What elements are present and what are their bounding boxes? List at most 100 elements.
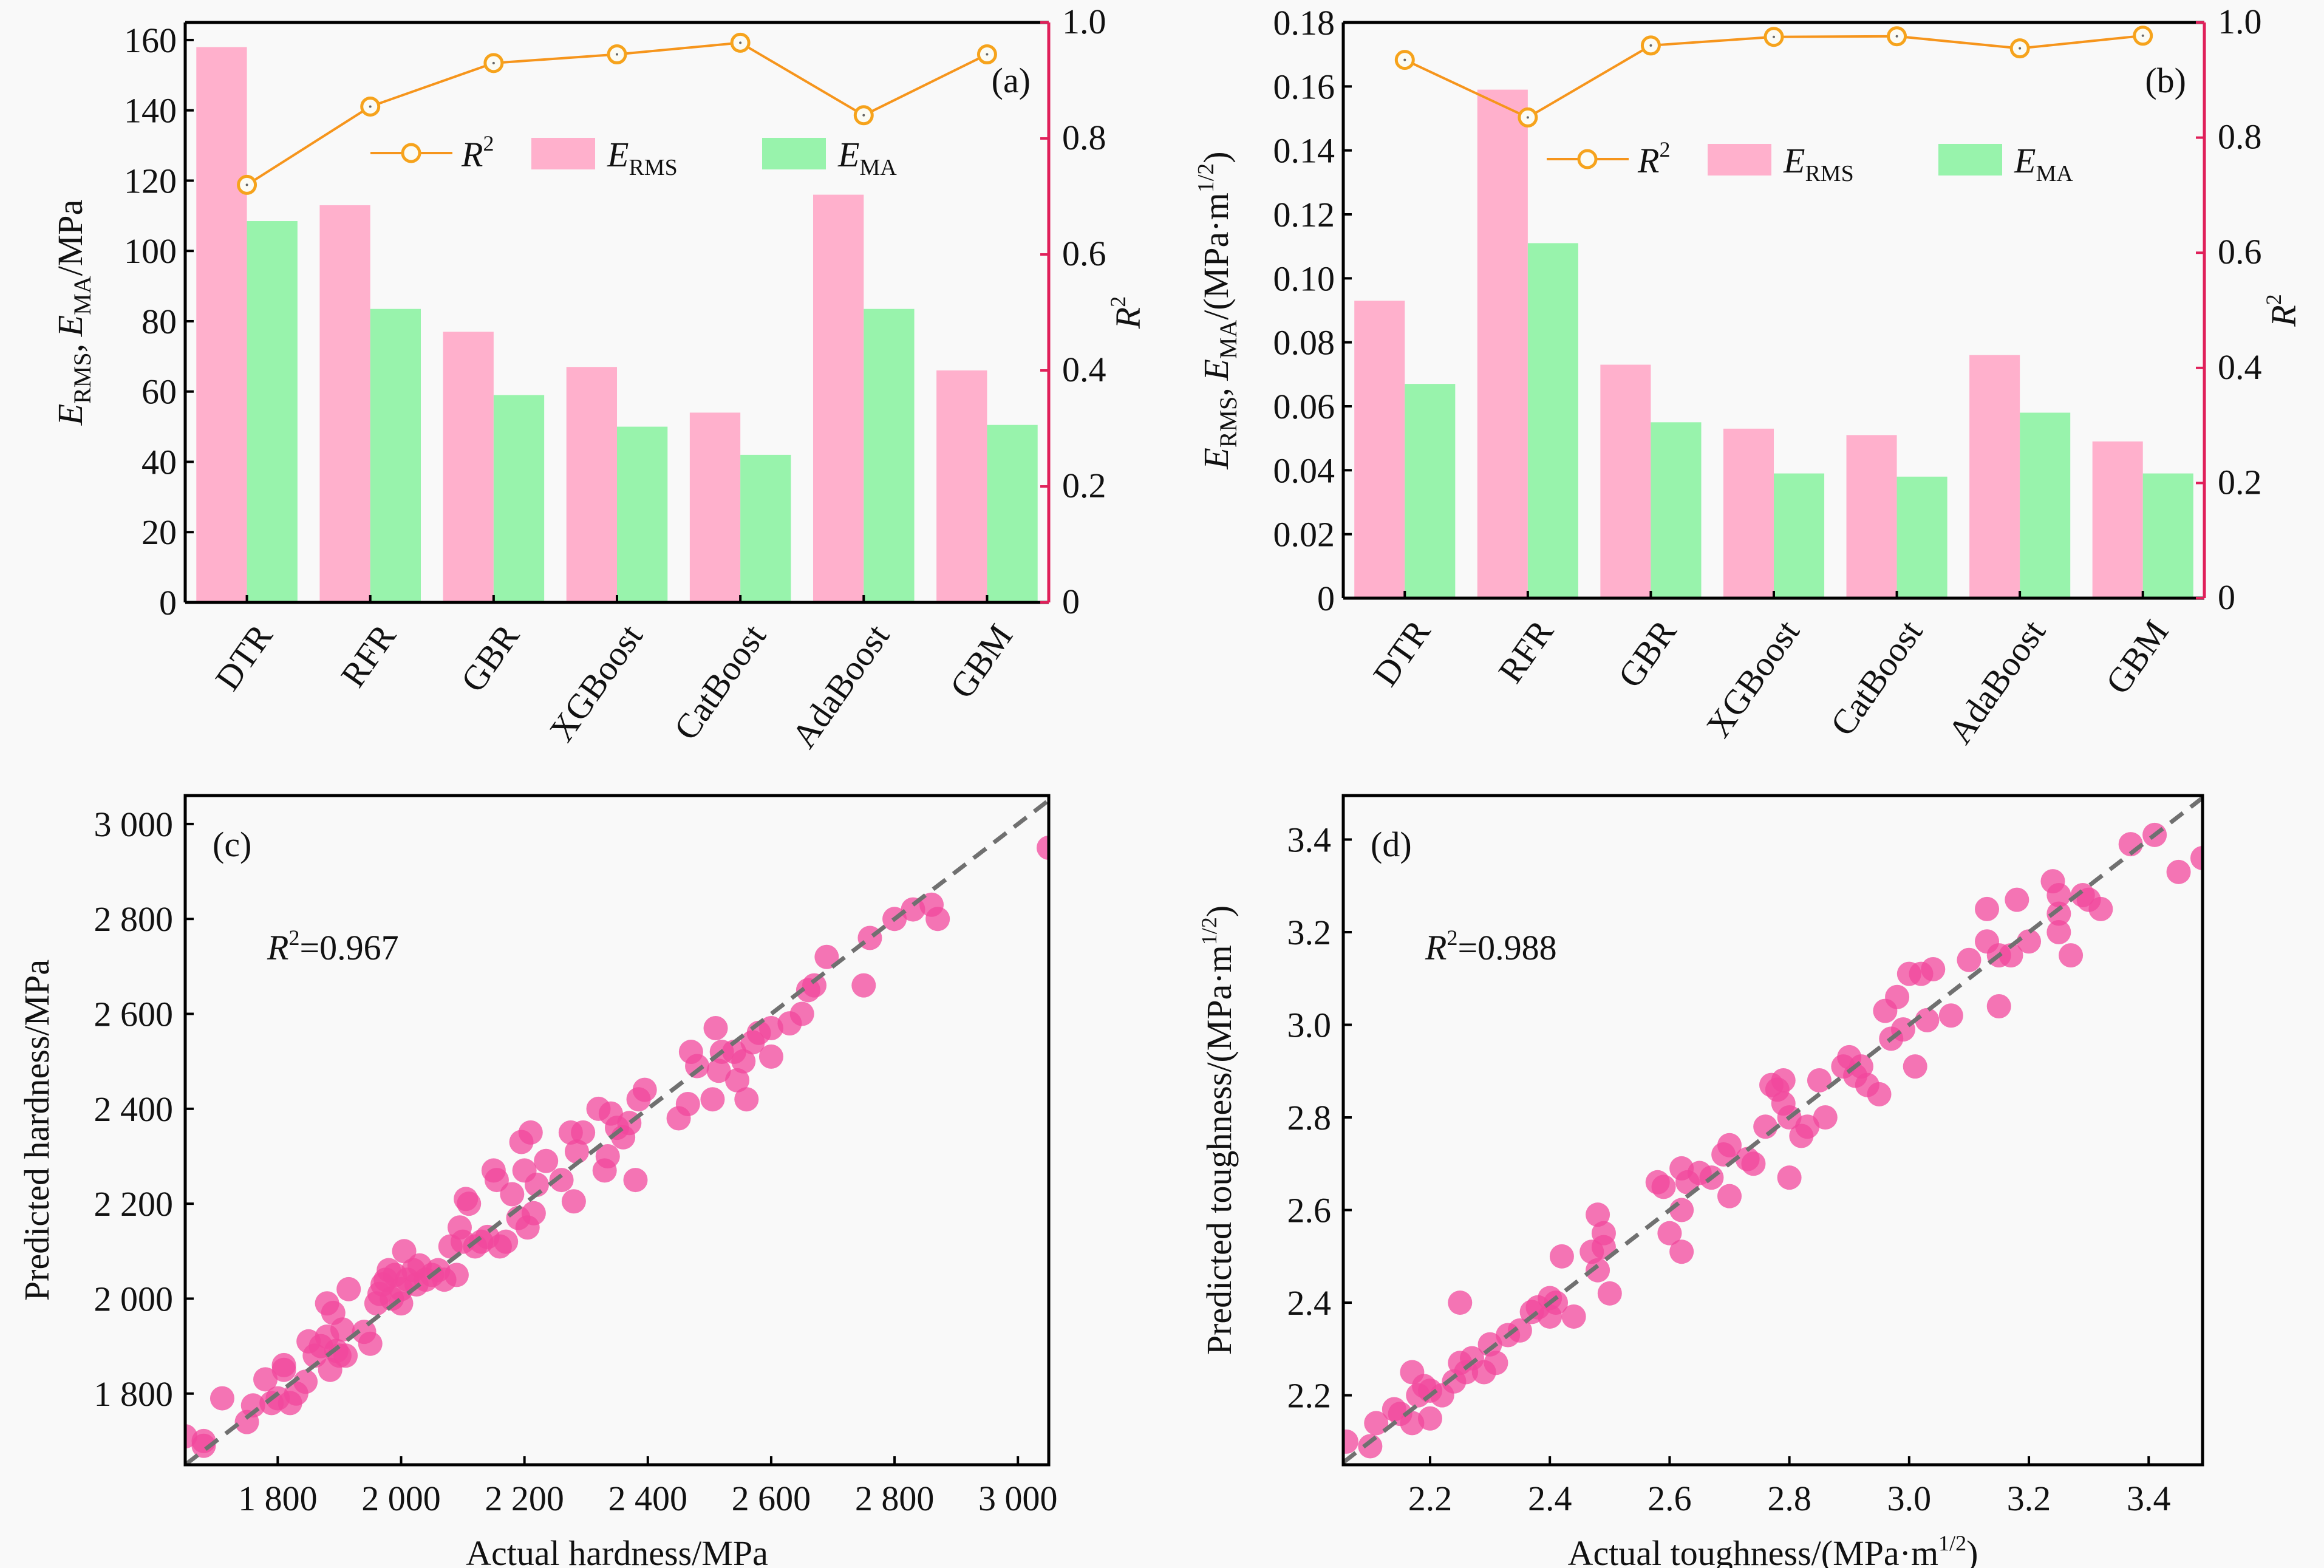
bar-erms-catboost bbox=[689, 412, 741, 602]
scatter-point bbox=[494, 1229, 519, 1254]
scatter-point bbox=[534, 1148, 559, 1173]
scatter-point bbox=[758, 1044, 783, 1069]
scatter-point bbox=[392, 1239, 417, 1264]
scatter-point bbox=[271, 1357, 296, 1382]
scatter-point bbox=[484, 1168, 509, 1193]
scatter-point bbox=[1417, 1406, 1442, 1431]
y-tick-label: 0.06 bbox=[1273, 387, 1335, 426]
x-tick-label: 2 200 bbox=[485, 1479, 564, 1518]
y-tick-label: 0.08 bbox=[1273, 323, 1335, 363]
plot-frame bbox=[183, 794, 1051, 1467]
x-tick-label: 2 800 bbox=[855, 1479, 935, 1518]
panel-label: (d) bbox=[1371, 825, 1412, 864]
scatter-point bbox=[1651, 1174, 1676, 1199]
r2-marker-dot bbox=[1403, 58, 1406, 61]
bar-erms-xgboost bbox=[566, 367, 617, 602]
bar-erms-gbm bbox=[2092, 441, 2143, 598]
scatter-point bbox=[731, 1049, 756, 1074]
y-axis-label: Predicted hardness/MPa bbox=[17, 960, 56, 1301]
x-tick-label: 2 000 bbox=[361, 1479, 441, 1518]
r2-marker-dot bbox=[1526, 116, 1529, 119]
scatter-point bbox=[336, 1277, 361, 1301]
legend-ema-label: EMA bbox=[2014, 141, 2073, 186]
y-tick-label: 1 800 bbox=[94, 1374, 174, 1414]
scatter-point bbox=[1717, 1133, 1742, 1157]
r2-marker-dot bbox=[616, 53, 618, 56]
scatter-point bbox=[1586, 1202, 1610, 1227]
r2-annotation: R2=0.967 bbox=[267, 925, 399, 967]
x-axis-label: Actual toughness/(MPa·m1/2) bbox=[1568, 1531, 1978, 1568]
scatter-point bbox=[457, 1191, 482, 1216]
scatter-point bbox=[293, 1369, 318, 1394]
y2-tick-label: 1.0 bbox=[2218, 2, 2262, 41]
scatter-point bbox=[685, 1054, 710, 1079]
scatter-point bbox=[1591, 1235, 1616, 1260]
scatter-point bbox=[1807, 1068, 1832, 1093]
bar-ema-adaboost bbox=[864, 308, 915, 602]
legend-r2-marker bbox=[1577, 149, 1598, 169]
bar-ema-gbr bbox=[493, 395, 545, 602]
y-tick-label: 160 bbox=[124, 21, 177, 60]
scatter-point bbox=[925, 907, 950, 932]
plot-area bbox=[185, 799, 1049, 1465]
scatter-point bbox=[901, 897, 925, 922]
bar-ema-gbr bbox=[1651, 422, 1702, 598]
y-tick-label: 60 bbox=[141, 372, 177, 412]
y-tick-label: 0.18 bbox=[1273, 3, 1335, 43]
scatter-point bbox=[1358, 1434, 1383, 1459]
y-axis-label: ERMS, EMA/MPa bbox=[50, 200, 96, 426]
r2-marker-dot bbox=[1649, 44, 1652, 47]
r2-marker-dot bbox=[1773, 35, 1775, 38]
scatter-point bbox=[1717, 1184, 1742, 1208]
scatter-point bbox=[1938, 1003, 1963, 1028]
bar-ema-xgboost bbox=[1774, 473, 1825, 598]
y-tick-label: 3.2 bbox=[1287, 913, 1332, 952]
scatter-point bbox=[2088, 896, 2113, 921]
scatter-point bbox=[1657, 1221, 1682, 1246]
y-tick-label: 2 200 bbox=[94, 1184, 174, 1224]
legend-r2-label: R2 bbox=[461, 131, 494, 174]
r2-annotation: R2=0.988 bbox=[1425, 925, 1557, 967]
scatter-point bbox=[703, 1015, 728, 1040]
scatter-point bbox=[2046, 882, 2071, 907]
scatter-point bbox=[1957, 947, 1982, 972]
scatter-point bbox=[1915, 1007, 1940, 1032]
scatter-point bbox=[358, 1331, 383, 1356]
scatter-point bbox=[2166, 859, 2191, 884]
plot-frame bbox=[1341, 794, 2204, 1467]
y2-tick-label: 0 bbox=[1062, 582, 1080, 621]
diagonal-reference-line bbox=[185, 799, 1049, 1465]
scatter-point bbox=[758, 1015, 783, 1040]
panel-c-scatter-chart: 1 800 2 000 2 200 2 400 2 600 2 800 3 000 1 800… bbox=[17, 794, 1057, 1568]
y-tick-label: 2 000 bbox=[94, 1279, 174, 1318]
scatter-point bbox=[1549, 1244, 1574, 1269]
scatter-point bbox=[1975, 896, 2000, 921]
bar-ema-catboost bbox=[740, 454, 791, 602]
scatter-point bbox=[1921, 956, 1946, 981]
scatter-point bbox=[500, 1182, 525, 1207]
scatter-point bbox=[2005, 887, 2029, 912]
y-tick-label: 3.4 bbox=[1287, 820, 1332, 859]
y2-tick-label: 0.2 bbox=[2218, 462, 2262, 502]
bar-ema-catboost bbox=[1896, 476, 1947, 598]
legend-erms-label: ERMS bbox=[1783, 141, 1854, 186]
bar-ema-xgboost bbox=[617, 426, 668, 602]
scatter-point bbox=[1795, 1114, 1820, 1139]
scatter-point bbox=[1669, 1239, 1694, 1264]
scatter-point bbox=[1771, 1068, 1796, 1093]
bar-ema-rfr bbox=[1527, 243, 1578, 598]
bar-erms-adaboost bbox=[1969, 355, 2020, 598]
scatter-point bbox=[1037, 835, 1049, 860]
scatter-point bbox=[549, 1168, 574, 1193]
scatter-point bbox=[330, 1317, 355, 1342]
y-tick-label: 20 bbox=[141, 513, 177, 552]
scatter-point bbox=[1777, 1165, 1802, 1190]
panel-label: (a) bbox=[992, 61, 1031, 100]
scatter-point bbox=[253, 1367, 278, 1392]
bar-ema-gbm bbox=[2142, 473, 2193, 598]
y-tick-label: 2.8 bbox=[1287, 1098, 1332, 1137]
scatter-point bbox=[789, 1001, 814, 1026]
r2-marker-dot bbox=[1895, 35, 1898, 38]
scatter-point bbox=[2017, 929, 2042, 954]
scatter-point bbox=[444, 1263, 469, 1287]
